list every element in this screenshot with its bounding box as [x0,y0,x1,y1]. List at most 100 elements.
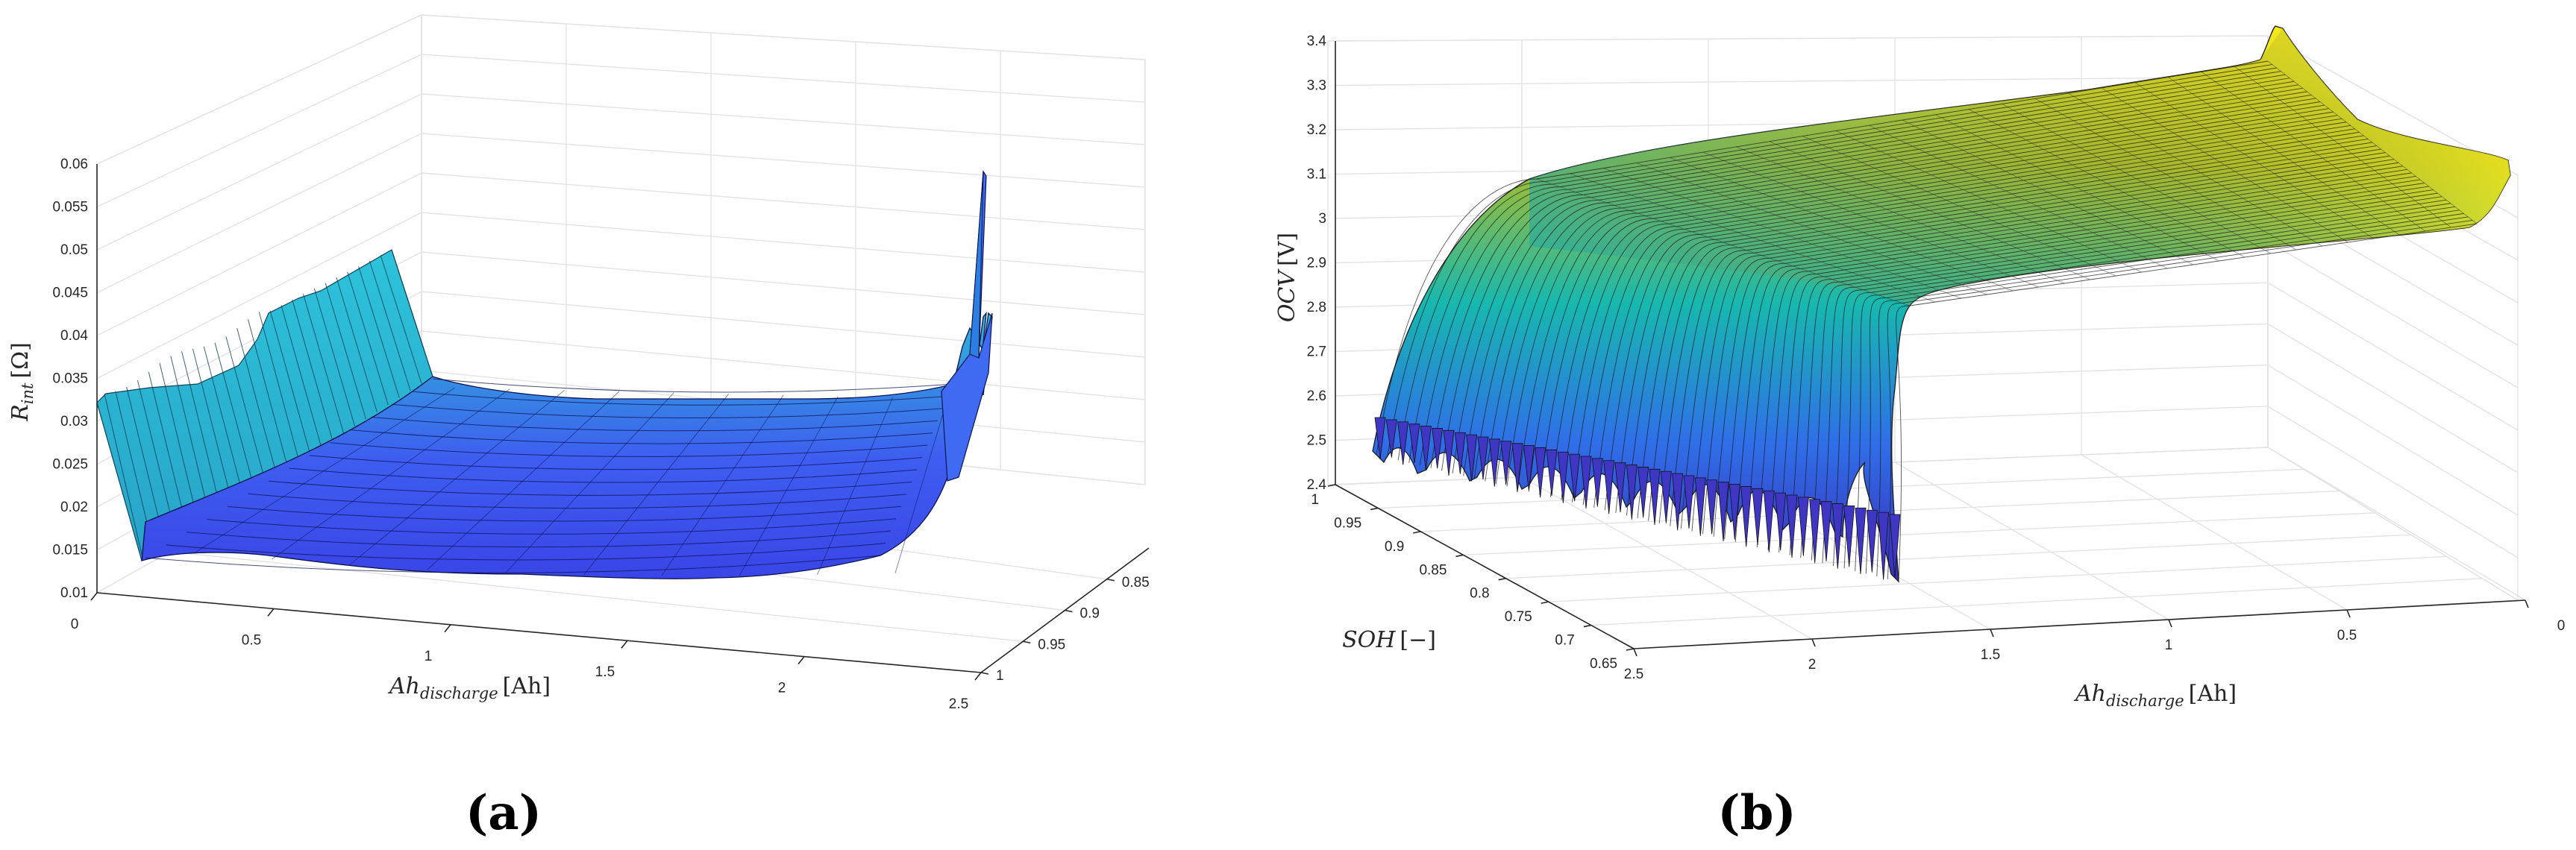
panel-a-wall-mesh-line [248,319,289,469]
panel-b-mesh-line [1376,60,2269,456]
panel-b-spike [1626,465,1638,520]
panel-b-mesh-line [1680,155,2390,529]
panel-a-surface [96,170,993,579]
panel-a-wall-mesh-line [214,342,255,491]
panel-b-mesh-line [1876,216,2469,576]
panel-b-mesh-line [1811,196,2442,561]
panel-a-trough-mesh-line [166,543,886,561]
panel-b-z-tick: 2.9 [1307,256,1326,271]
panel-b-mesh-line [1430,78,2290,468]
panel-a-ticks: 0.01 0.015 0.02 0.025 0.03 0.035 0.04 0.045 0.05… [52,157,1149,712]
panel-b-z-tick: 3 [1318,211,1326,227]
panel-b-spike [1820,501,1832,562]
panel-a-wall-mesh-line [369,260,411,391]
panel-b-mesh-line [1896,223,2478,582]
panel-b-mesh-line [1713,166,2403,537]
panel-b-spike [1546,449,1558,497]
panel-b-mesh-cross [2102,87,2348,243]
panel-b-spike [1809,499,1821,564]
panel-b-gridline-z-back [1335,35,2269,42]
panel-b-mesh-cross [2168,77,2400,236]
panel-a-x-axis-line [96,592,982,673]
panel-a-gridline-z-back [421,291,1146,358]
panel-a-z-tick: 0.025 [52,457,88,473]
panel-b-z-tick: 2.6 [1307,388,1326,404]
panel-a-x-tick: 1 [424,649,433,664]
panel-b-spike [1763,490,1775,552]
panel-a-trough-mesh-line [207,518,897,535]
panel-b-spike [1535,447,1546,498]
panel-b-x-axis-label: Ahdischarge [Ah] [2073,681,2237,710]
panel-b-surface-mesh [1376,60,2478,582]
panel-b-mesh-line [1670,152,2386,526]
panel-b-x-tick: 1.5 [1981,647,2000,663]
panel-b-spike [1500,441,1512,485]
panel-b-x-tick-mark [1811,638,1816,647]
panel-b-y-tick-mark [1541,601,1549,604]
panel-a-gridline-z-left [96,212,422,380]
panel-b-mesh-line [1887,220,2473,579]
panel-b-spike [1580,456,1592,509]
panel-b-x-tick-mark [2168,619,2172,628]
panel-a-trough-mesh-line [145,555,881,573]
panel-a-trough-mesh-line [350,429,933,444]
panel-a-wall-mesh-line [236,327,278,476]
panel-b-mesh-cross [2234,66,2451,228]
panel-a-wall-mesh-line [181,351,222,511]
panel-b-mesh-cross [1570,173,1936,303]
panel-b-gridline-x-floor [1894,462,2169,620]
panel-b-y-tick-mark [1583,624,1592,628]
panel-a-surface-spike-face [969,171,984,359]
panel-b-mesh-cross [1636,163,1987,295]
panel-b-z-tick: 3.1 [1307,167,1326,183]
panel-b-x-tick: 2 [1808,657,1817,673]
panel-a-trough-mesh-line [330,442,928,457]
panel-b-z-tick: 2.8 [1307,300,1326,315]
panel-a-z-tick: 0.04 [60,328,88,344]
panel-a-y-tick-mark [980,672,989,675]
panel-b-gridline-y-floor [1505,534,2411,579]
panel-b-y-tick: 0.7 [1555,633,1574,649]
panel-a-z-axis-label: Rint[Ω] [7,342,37,422]
panel-b-mesh-line [1767,183,2425,550]
panel-b-mesh-cross [2034,98,2297,251]
panel-b-spike [1843,506,1855,567]
panel-a-z-tick: 0.03 [60,414,88,429]
panel-a-wall-mesh-line [325,283,366,420]
panel-b-mesh-line [1702,162,2399,535]
panel-b-mesh-line [1506,101,2321,487]
panel-b-mesh-line [1549,115,2338,497]
panel-b-spike [1672,473,1684,531]
panel-b-x-tick-mark [1633,648,1638,657]
panel-b-mesh-cross [1769,141,2090,280]
panel-b-caption: (b) [1717,785,1796,841]
panel-b-mesh-line [1593,128,2355,508]
panel-b-mesh-line [1561,118,2342,500]
panel-b-spike [1614,462,1626,513]
panel-b-x-tick: 2.5 [1624,667,1643,682]
panel-a-z-tick: 0.045 [52,286,88,301]
panel-b-y-tick-mark [1498,577,1506,581]
panel-b-spike [1557,451,1569,503]
panel-a-z-tick: 0.015 [52,543,88,558]
panel-b-y-tick-mark [1626,648,1635,651]
panel-b-mesh-line [1615,135,2364,513]
panel-b-mesh-cross [1902,119,2194,265]
panel-a-trough-mesh-cross [894,398,948,573]
panel-a-trough-mesh-line [268,480,912,496]
panel-b-mesh-cross [1736,146,2065,284]
panel-a-gridline-z-left [96,172,422,336]
panel-b-mesh-cross [2134,82,2375,239]
panel-b-mesh-line [1495,98,2316,485]
panel-b-y-axis-label: SOH [−] [1342,627,1436,653]
panel-b-x-tick-mark [1990,629,1994,638]
panel-b-spike [1694,477,1706,536]
panel-b-spike [1603,460,1615,514]
panel-b-y-tick-mark [1413,531,1421,534]
panel-b-mesh-cross [1702,151,2039,288]
panel-b-mesh-line [1485,94,2312,482]
panel-a-y-tick-mark [1023,640,1031,644]
panel-a-trough-mesh-line [186,530,891,548]
panel-b-x-tick-mark [2346,609,2351,618]
